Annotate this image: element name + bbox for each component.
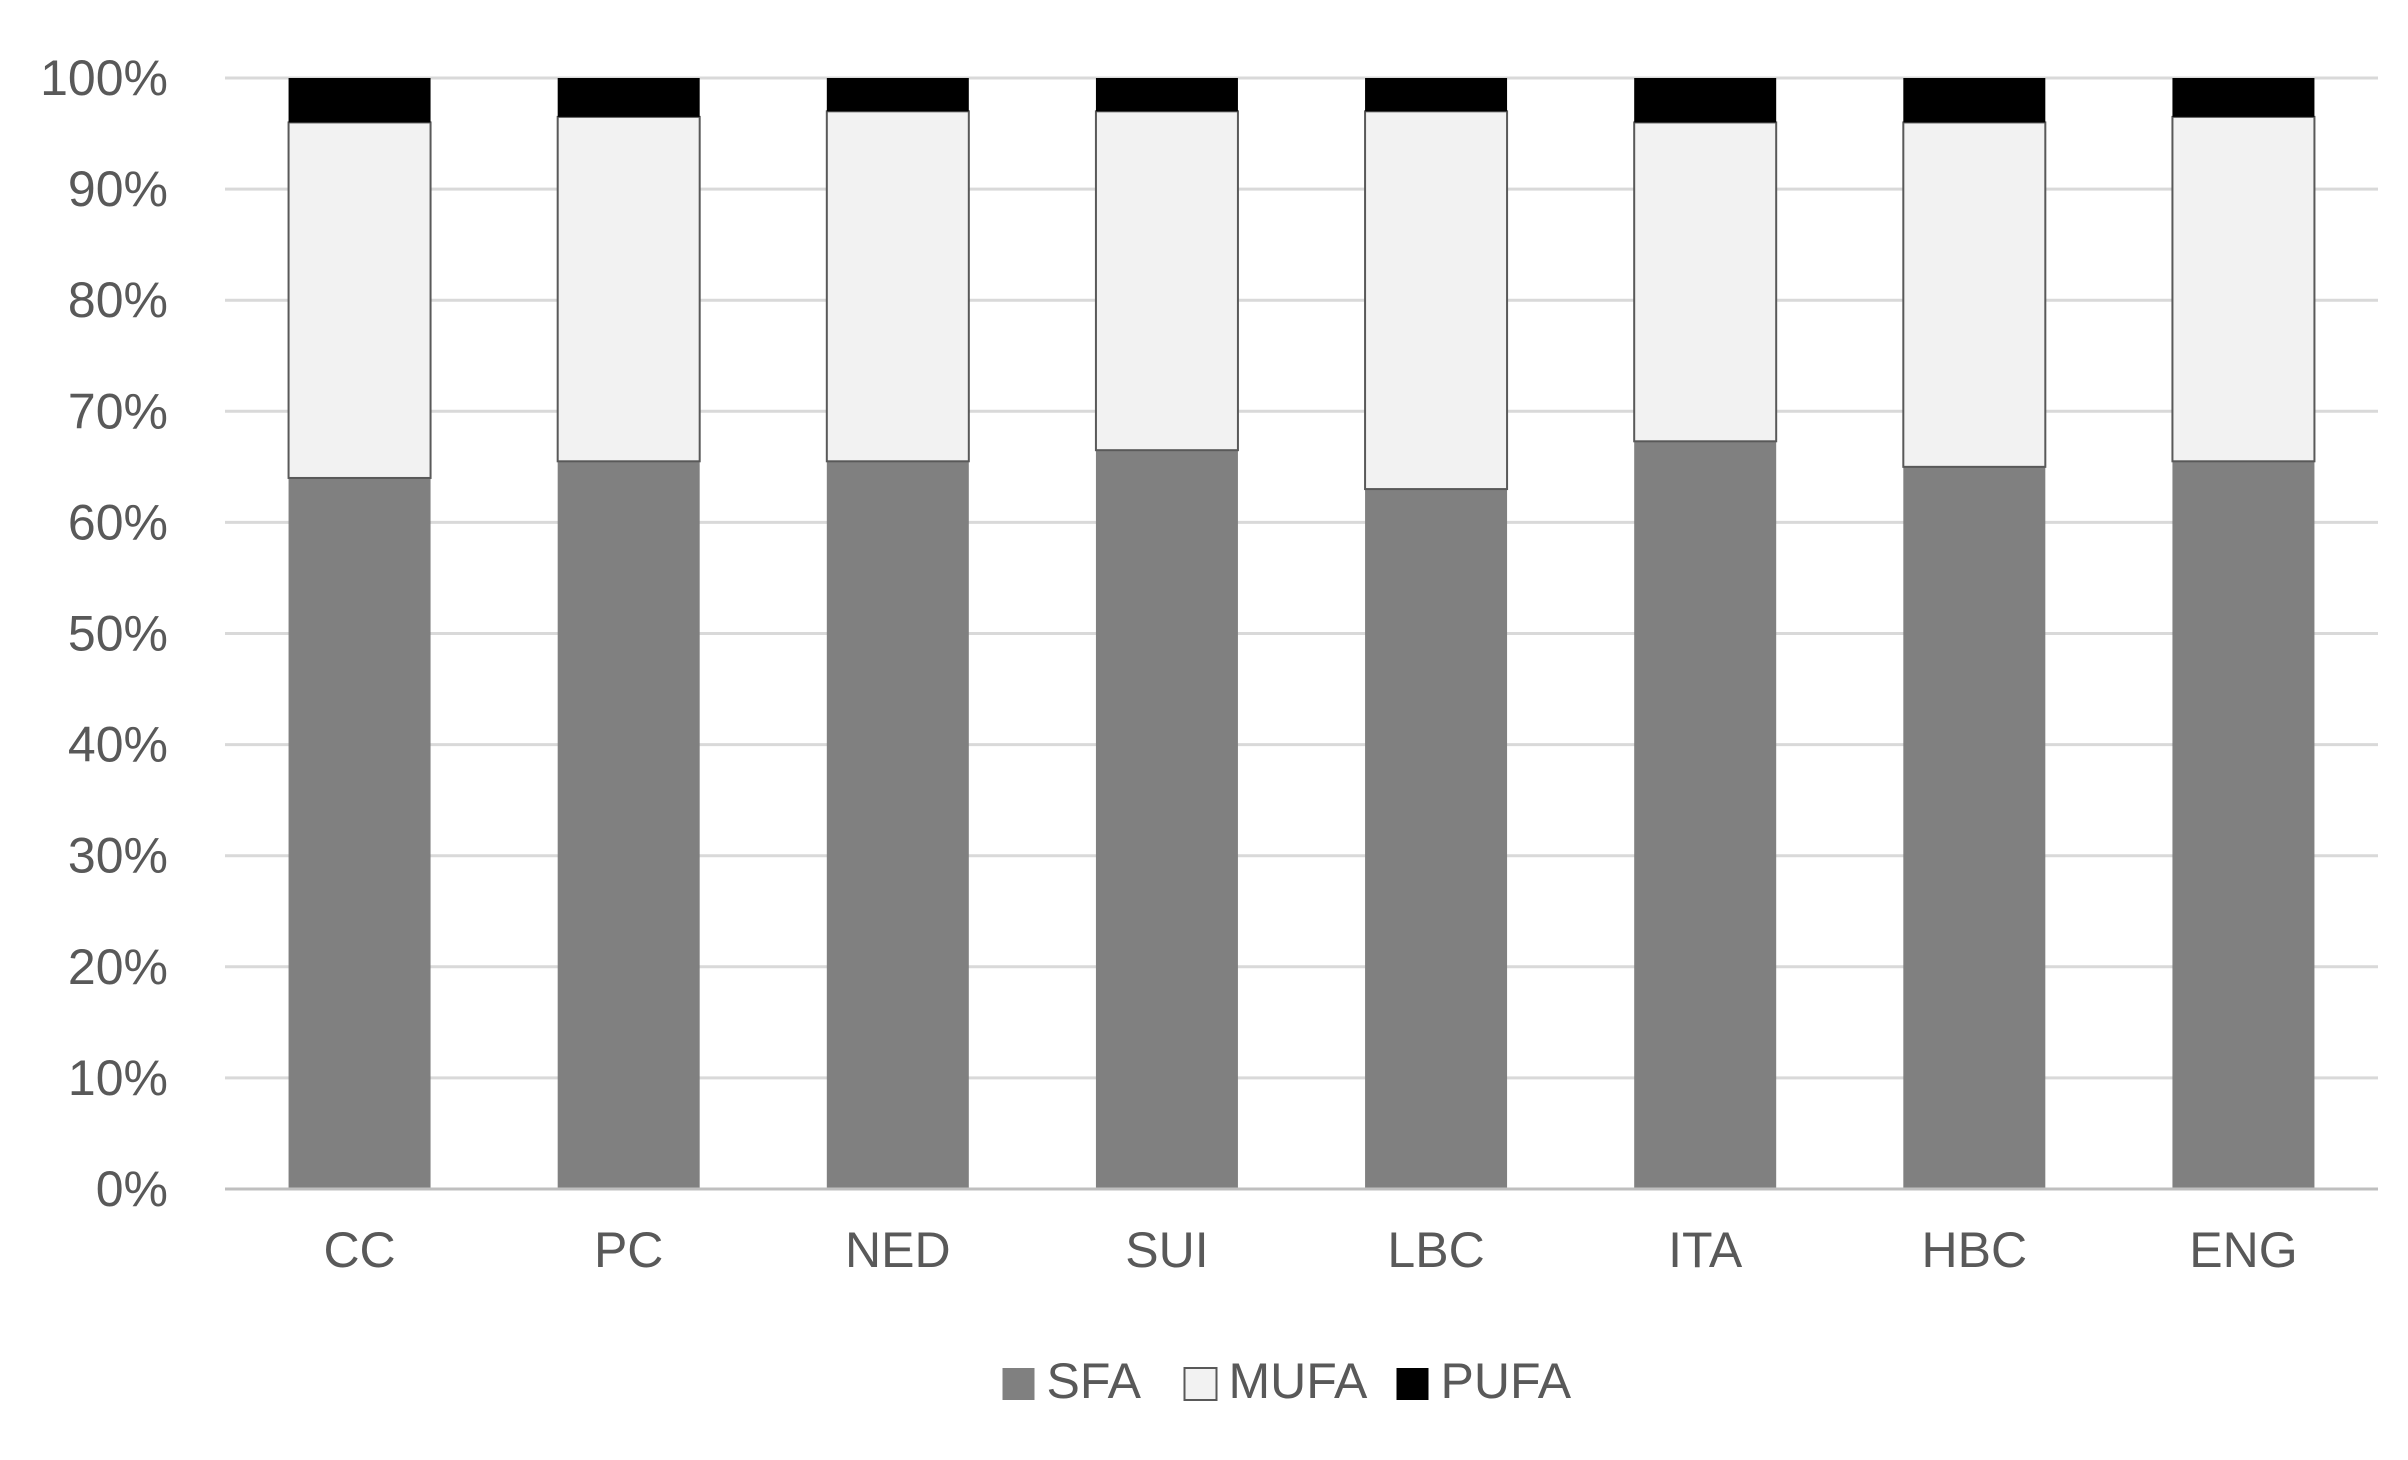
- bar-pufa-ita: [1634, 78, 1777, 123]
- bar-mufa-hbc: [1902, 121, 2047, 468]
- bar-pufa-sui: [1095, 78, 1238, 112]
- bars: [287, 78, 2316, 1190]
- legend-label-pufa: PUFA: [1441, 1353, 1572, 1409]
- x-tick-label: LBC: [1387, 1222, 1484, 1278]
- bar-pufa-eng: [2172, 78, 2315, 117]
- bar-sfa-eng: [2172, 461, 2315, 1189]
- bar-sfa-ned: [826, 461, 969, 1189]
- y-tick-label: 10%: [68, 1050, 168, 1106]
- bar-pufa-lbc: [1365, 78, 1508, 112]
- legend-swatch-pufa: [1396, 1368, 1429, 1400]
- y-tick-label: 0%: [96, 1161, 168, 1217]
- bar-sfa-pc: [557, 461, 700, 1189]
- legend-item-sfa: SFA: [1002, 1353, 1142, 1409]
- legend-swatch-mufa: [1183, 1367, 1218, 1401]
- y-tick-labels: 0% 10% 20% 30% 40% 50% 60% 70% 80% 90% 100%: [40, 50, 168, 1217]
- x-tick-label: HBC: [1922, 1222, 2028, 1278]
- x-tick-labels: CC PC NED SUI LBC ITA HBC ENG: [323, 1222, 2297, 1278]
- legend-label-mufa: MUFA: [1229, 1353, 1369, 1409]
- bar-pufa-ned: [826, 78, 969, 112]
- bar-sfa-sui: [1095, 450, 1238, 1189]
- x-tick-label: ITA: [1668, 1222, 1743, 1278]
- bar-pufa-cc: [288, 78, 431, 123]
- bar-mufa-lbc: [1364, 110, 1509, 491]
- x-tick-label: PC: [594, 1222, 663, 1278]
- y-tick-label: 90%: [68, 161, 168, 217]
- bar-mufa-ned: [825, 110, 970, 463]
- bar-sfa-hbc: [1903, 466, 2046, 1190]
- y-tick-label: 40%: [68, 717, 168, 773]
- legend-label-sfa: SFA: [1047, 1353, 1142, 1409]
- y-tick-label: 20%: [68, 939, 168, 995]
- bar-mufa-cc: [287, 121, 432, 479]
- y-tick-label: 70%: [68, 383, 168, 439]
- x-tick-label: SUI: [1125, 1222, 1208, 1278]
- bar-sfa-cc: [288, 477, 431, 1190]
- x-tick-label: NED: [845, 1222, 951, 1278]
- bar-pufa-hbc: [1903, 78, 2046, 123]
- bar-sfa-lbc: [1365, 489, 1508, 1189]
- bar-mufa-sui: [1094, 110, 1239, 452]
- legend: SFA MUFA PUFA: [1002, 1353, 1572, 1409]
- legend-swatch-sfa: [1002, 1368, 1035, 1400]
- x-tick-label: CC: [323, 1222, 395, 1278]
- legend-item-mufa: MUFA: [1183, 1353, 1369, 1409]
- y-tick-label: 60%: [68, 494, 168, 550]
- gridlines: [225, 76, 2378, 1080]
- y-tick-label: 80%: [68, 272, 168, 328]
- bar-mufa-ita: [1633, 121, 1778, 443]
- legend-item-pufa: PUFA: [1396, 1353, 1572, 1409]
- bar-mufa-pc: [556, 115, 701, 463]
- y-tick-label: 100%: [40, 50, 168, 106]
- y-tick-label: 30%: [68, 828, 168, 884]
- bar-sfa-ita: [1634, 441, 1777, 1189]
- y-tick-label: 50%: [68, 606, 168, 662]
- x-tick-label: ENG: [2189, 1222, 2297, 1278]
- bar-mufa-eng: [2171, 115, 2316, 463]
- bar-pufa-pc: [557, 78, 700, 117]
